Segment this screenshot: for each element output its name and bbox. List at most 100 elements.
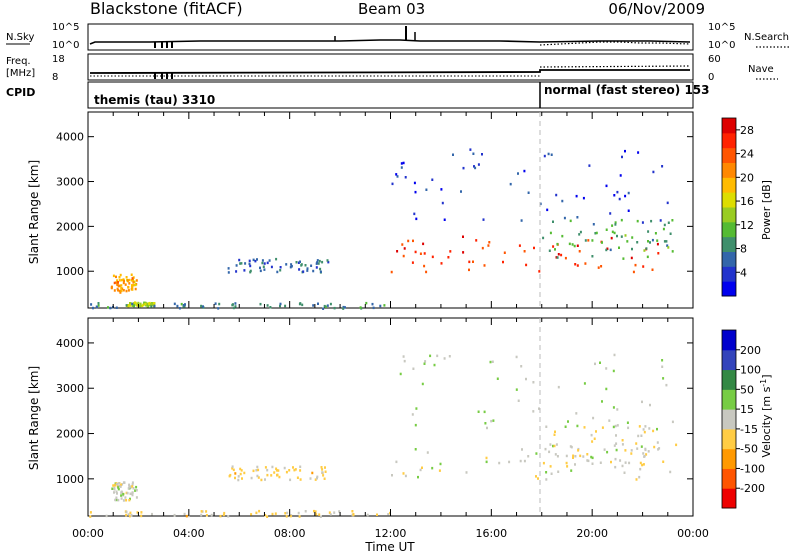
- nave-tick-bottom: 0: [708, 72, 714, 83]
- velocity-ylabel: Slant Range [km]: [27, 366, 41, 470]
- nsky-tick-bottom: 10^0: [52, 40, 79, 51]
- velocity-echo-region: [391, 443, 672, 481]
- velocity-echo-region: [111, 481, 138, 502]
- beam-title: Beam 03: [358, 0, 425, 18]
- velocity-echo-region: [228, 465, 327, 482]
- x-axis-label: Time UT: [364, 540, 415, 554]
- power-ytick-label: 3000: [56, 176, 84, 189]
- velocity-panel: 1000 2000 3000 4000 Slant Range [km]: [27, 317, 694, 518]
- power-colorbar-swatch: [722, 132, 736, 149]
- velocity-colorbar-tick: 100: [740, 364, 761, 377]
- power-colorbar-swatch: [722, 177, 736, 193]
- cpid-label: CPID: [6, 86, 35, 99]
- xtick-label: 00:00: [72, 527, 104, 540]
- freq-tick-bottom: 8: [52, 72, 58, 83]
- xtick-label: 08:00: [274, 527, 306, 540]
- power-colorbar-swatch: [722, 207, 736, 223]
- velocity-colorbar-swatch: [722, 448, 736, 469]
- freq-unit: [MHz]: [6, 68, 35, 79]
- cpid-segment-1: themis (tau) 3310: [94, 93, 215, 107]
- velocity-ytick-label: 1000: [56, 473, 84, 486]
- power-colorbar-swatch: [722, 147, 736, 163]
- velocity-colorbar-tick: 15: [740, 403, 754, 416]
- nsearch-tick-top: 10^5: [708, 22, 735, 33]
- nsearch-tick-bottom: 10^0: [708, 40, 735, 51]
- velocity-colorbar-tick: -50: [740, 443, 758, 456]
- velocity-colorbar-tick: -200: [740, 482, 765, 495]
- freq-label: Freq.: [6, 56, 31, 67]
- power-colorbar-swatch: [722, 221, 736, 238]
- velocity-colorbar-tick: -15: [740, 423, 758, 436]
- station-title: Blackstone (fitACF): [90, 0, 243, 18]
- freq-frame: [87, 53, 694, 81]
- velocity-colorbar-label: Velocity [m s-1]: [759, 374, 773, 457]
- velocity-ytick-label: 3000: [56, 382, 84, 395]
- nsky-tick-top: 10^5: [52, 22, 79, 33]
- velocity-colorbar-swatch: [722, 389, 736, 410]
- nave-tick-top: 60: [708, 54, 721, 65]
- power-colorbar-swatch: [722, 251, 736, 267]
- power-colorbar-tick: 4: [740, 266, 747, 279]
- velocity-colorbar-swatch: [722, 409, 736, 430]
- power-ytick-label: 1000: [56, 265, 84, 278]
- xtick-label: 00:00: [677, 527, 709, 540]
- power-echo-region: [542, 218, 674, 260]
- power-colorbar-swatch: [722, 281, 736, 297]
- velocity-colorbar-swatch: [722, 330, 736, 351]
- velocity-colorbar-swatch: [722, 369, 736, 390]
- power-colorbar-swatch: [722, 266, 736, 282]
- velocity-colorbar-tick: 50: [740, 383, 754, 396]
- power-frame: [87, 111, 694, 309]
- velocity-frame: [87, 317, 694, 517]
- xtick-label: 16:00: [475, 527, 507, 540]
- velocity-ytick-label: 4000: [56, 337, 84, 350]
- power-colorbar-tick: 8: [740, 243, 747, 256]
- power-echo-region: [90, 301, 386, 310]
- power-ylabel: Slant Range [km]: [27, 160, 41, 264]
- power-ytick-label: 4000: [56, 131, 84, 144]
- velocity-colorbar-tick: 200: [740, 344, 761, 357]
- cpid-segment-2: normal (fast stereo) 153: [544, 83, 710, 97]
- velocity-colorbar: Velocity [m s-1] 200 100 50 15 -15 -50 -100 -20…: [721, 329, 773, 509]
- power-colorbar-label: Power [dB]: [760, 180, 773, 240]
- power-colorbar-tick: 16: [740, 195, 754, 208]
- nave-label: Nave: [748, 64, 774, 75]
- power-colorbar-swatch: [722, 118, 736, 134]
- power-colorbar-swatch: [722, 192, 736, 208]
- power-colorbar-tick: 12: [740, 219, 754, 232]
- xtick-label: 12:00: [375, 527, 407, 540]
- power-colorbar-tick: 28: [740, 124, 754, 137]
- power-colorbar-tick: 20: [740, 171, 754, 184]
- velocity-colorbar-swatch: [722, 428, 736, 450]
- velocity-colorbar-swatch: [722, 488, 736, 509]
- cpid-frame: [87, 81, 694, 109]
- date-title: 06/Nov/2009: [608, 0, 705, 18]
- power-colorbar: Power [dB] 4 8 12 16 20 24 28: [721, 117, 773, 297]
- freq-panel: Freq. [MHz] 18 8 60 0 Nave: [6, 53, 778, 83]
- velocity-colorbar-swatch: [722, 468, 736, 489]
- power-colorbar-swatch: [722, 236, 736, 252]
- velocity-echo-region: [542, 424, 678, 468]
- power-panel: 1000 2000 3000 4000 Slant Range [km]: [27, 111, 694, 310]
- velocity-echo-region: [89, 509, 391, 518]
- nsky-frame: [87, 23, 694, 51]
- power-colorbar-swatch: [722, 162, 736, 178]
- power-echo-region: [110, 273, 138, 294]
- power-echo-region: [391, 148, 669, 224]
- power-echo-region: [227, 257, 330, 274]
- nsearch-label: N.Search: [744, 32, 789, 43]
- power-echo-region: [390, 235, 660, 274]
- power-ytick-label: 2000: [56, 220, 84, 233]
- velocity-colorbar-swatch: [722, 349, 736, 371]
- velocity-echo-region: [399, 353, 674, 431]
- power-colorbar-tick: 24: [740, 148, 754, 161]
- velocity-ytick-label: 2000: [56, 428, 84, 441]
- cpid-panel: CPID themis (tau) 3310 normal (fast ster…: [6, 81, 710, 109]
- velocity-colorbar-tick: -100: [740, 462, 765, 475]
- xtick-label: 04:00: [173, 527, 205, 540]
- xtick-label: 20:00: [576, 527, 608, 540]
- nsky-panel: N.Sky 10^5 10^0 10^5 10^0 N.Search: [6, 22, 790, 51]
- freq-tick-top: 18: [52, 54, 65, 65]
- nsky-label: N.Sky: [6, 32, 34, 43]
